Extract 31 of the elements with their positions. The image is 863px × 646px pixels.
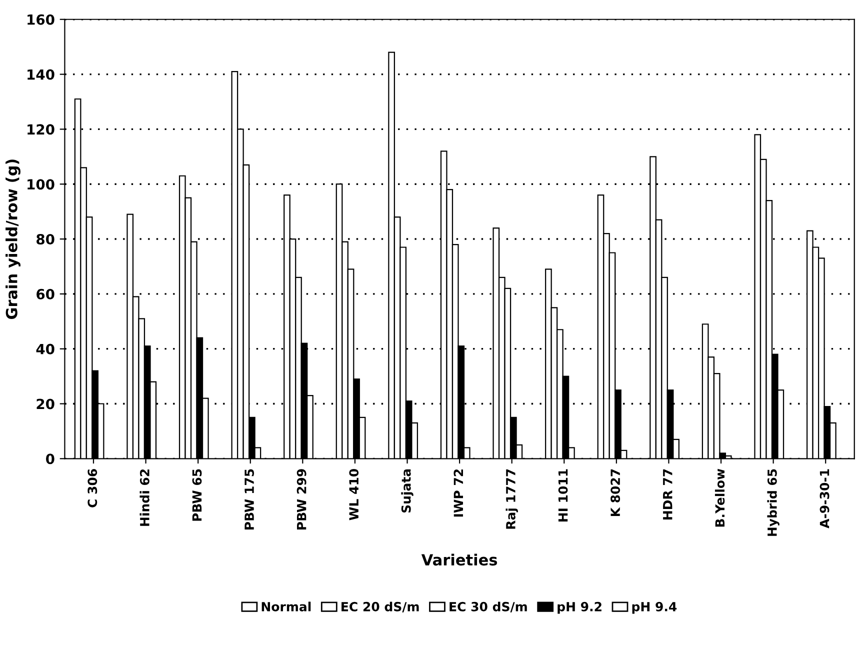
x-tick-label: PBW 65 xyxy=(192,469,202,521)
x-tick-label: HI 1011 xyxy=(558,469,568,522)
x-tick-label: Sujata xyxy=(401,469,414,513)
x-tick-label: HDR 77 xyxy=(663,469,672,520)
legend-label: pH 9.2 xyxy=(558,602,602,614)
x-tick-label: WL 410 xyxy=(349,468,359,520)
y-tick-label: 60 xyxy=(36,288,54,300)
x-axis-title: Varieties xyxy=(421,554,498,566)
y-tick-label: 20 xyxy=(36,398,54,410)
x-tick-label: PBW 299 xyxy=(296,469,306,530)
y-tick-label: 80 xyxy=(36,234,54,244)
x-tick-label: B.Yellow xyxy=(714,468,725,527)
x-tick-label: C 306 xyxy=(88,469,98,508)
x-tick-label: K 8027 xyxy=(610,469,620,516)
x-tick-label: PBW 175 xyxy=(244,469,254,530)
x-tick-label: Hybrid 65 xyxy=(767,469,780,536)
y-tick-label: 40 xyxy=(36,344,54,354)
y-tick-label: 140 xyxy=(28,69,54,80)
y-tick-label: 160 xyxy=(28,14,54,25)
x-tick-label: Hindi 62 xyxy=(140,469,150,526)
x-tick-label: IWP 72 xyxy=(454,469,463,517)
legend-label: EC 20 dS/m xyxy=(342,602,419,612)
y-tick-label: 0 xyxy=(46,454,54,464)
x-tick-label: Raj 1777 xyxy=(506,469,518,529)
y-axis-title: Grain yield/row (g) xyxy=(6,160,20,320)
x-tick-label: A-9-30-1 xyxy=(820,469,830,528)
y-tick-label: 100 xyxy=(28,179,54,190)
legend-label: pH 9.4 xyxy=(632,602,677,614)
legend-label: EC 30 dS/m xyxy=(450,602,527,612)
legend-label: Normal xyxy=(262,602,311,612)
y-tick-label: 120 xyxy=(28,124,54,135)
